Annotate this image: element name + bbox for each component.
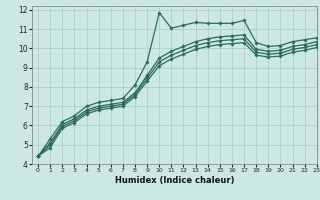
X-axis label: Humidex (Indice chaleur): Humidex (Indice chaleur) bbox=[115, 176, 234, 185]
